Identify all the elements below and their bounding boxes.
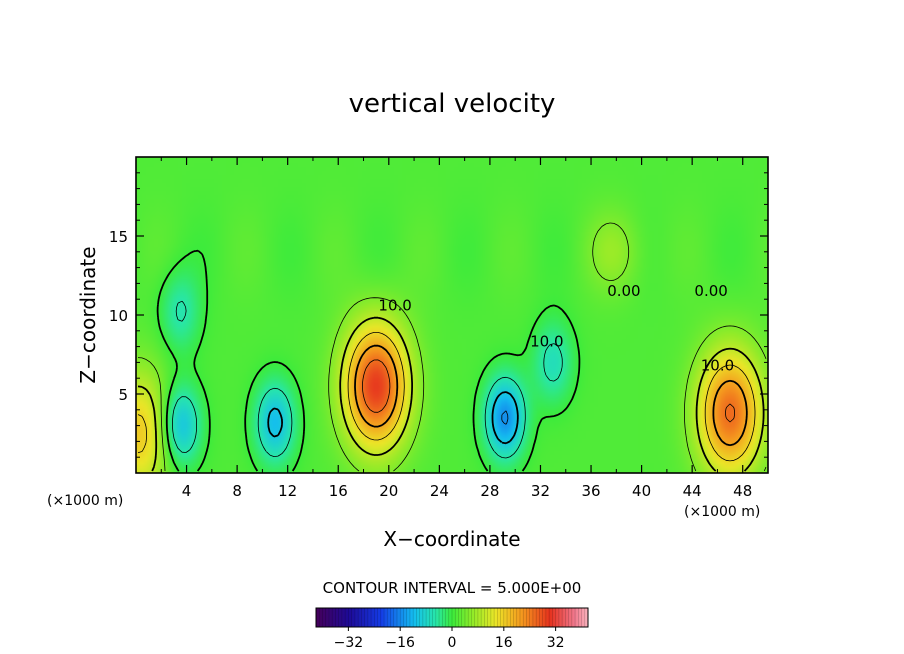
x-axis-ticks: 4 8 12 16 20 24 28 32 36 40 44 48 (160, 157, 752, 500)
contour-line (172, 300, 563, 459)
velocity-heatmap (136, 157, 768, 473)
contour-line (501, 410, 509, 425)
y-tick-label: 5 (118, 386, 128, 404)
plot-area: 10.0 10.0 0.00 0.00 10.0 (135, 156, 769, 474)
contour-line (156, 249, 581, 472)
colorbar-tick-label: 16 (495, 635, 513, 651)
y-axis-ticks: 5 10 15 (109, 172, 768, 458)
contour-line (137, 316, 765, 472)
x-tick-label: 32 (531, 482, 550, 500)
contour-label: 10.0 (530, 333, 563, 351)
contour-interval-text: CONTOUR INTERVAL = 5.000E+00 (323, 579, 582, 597)
x-tick-label: 8 (232, 482, 242, 500)
x-tick-label: 4 (182, 482, 192, 500)
x-axis-label: X−coordinate (383, 527, 520, 551)
x-tick-label: 20 (379, 482, 398, 500)
y-tick-label: 10 (109, 307, 128, 325)
x-tick-label: 40 (632, 482, 651, 500)
x-tick-label: 44 (683, 482, 702, 500)
x-tick-label: 24 (430, 482, 449, 500)
contour-lines (137, 222, 767, 472)
colorbar-gradient (316, 608, 588, 627)
contour-line (267, 391, 519, 445)
colorbar: −32 −16 0 16 32 (315, 607, 589, 651)
contour-label: 10.0 (701, 356, 734, 374)
colorbar-tick-label: 32 (547, 635, 565, 651)
contour-label: 10.0 (378, 296, 411, 314)
y-axis-label: Z−coordinate (76, 246, 100, 383)
colorbar-ticks: −32 −16 0 16 32 (334, 627, 565, 651)
x-tick-label: 36 (581, 482, 600, 500)
chart-title: vertical velocity (349, 89, 556, 119)
contour-labels: 10.0 10.0 0.00 0.00 10.0 (378, 282, 734, 374)
contour-label: 0.00 (607, 282, 640, 300)
contour-line (137, 222, 767, 472)
contour-line (362, 359, 735, 423)
colorbar-tick-label: −32 (334, 635, 364, 651)
x-tick-label: 28 (480, 482, 499, 500)
x-tick-label: 16 (329, 482, 348, 500)
x-unit-left: (×1000 m) (47, 493, 123, 509)
colorbar-tick-label: 0 (448, 635, 457, 651)
x-tick-label: 12 (278, 482, 297, 500)
x-unit-right: (×1000 m) (684, 504, 760, 520)
x-tick-label: 48 (733, 482, 752, 500)
colorbar-segments (318, 608, 586, 627)
contour-line (137, 332, 756, 462)
y-tick-label: 15 (109, 228, 128, 246)
contour-label: 0.00 (694, 282, 727, 300)
colorbar-tick-label: −16 (385, 635, 415, 651)
contour-line (354, 344, 748, 447)
